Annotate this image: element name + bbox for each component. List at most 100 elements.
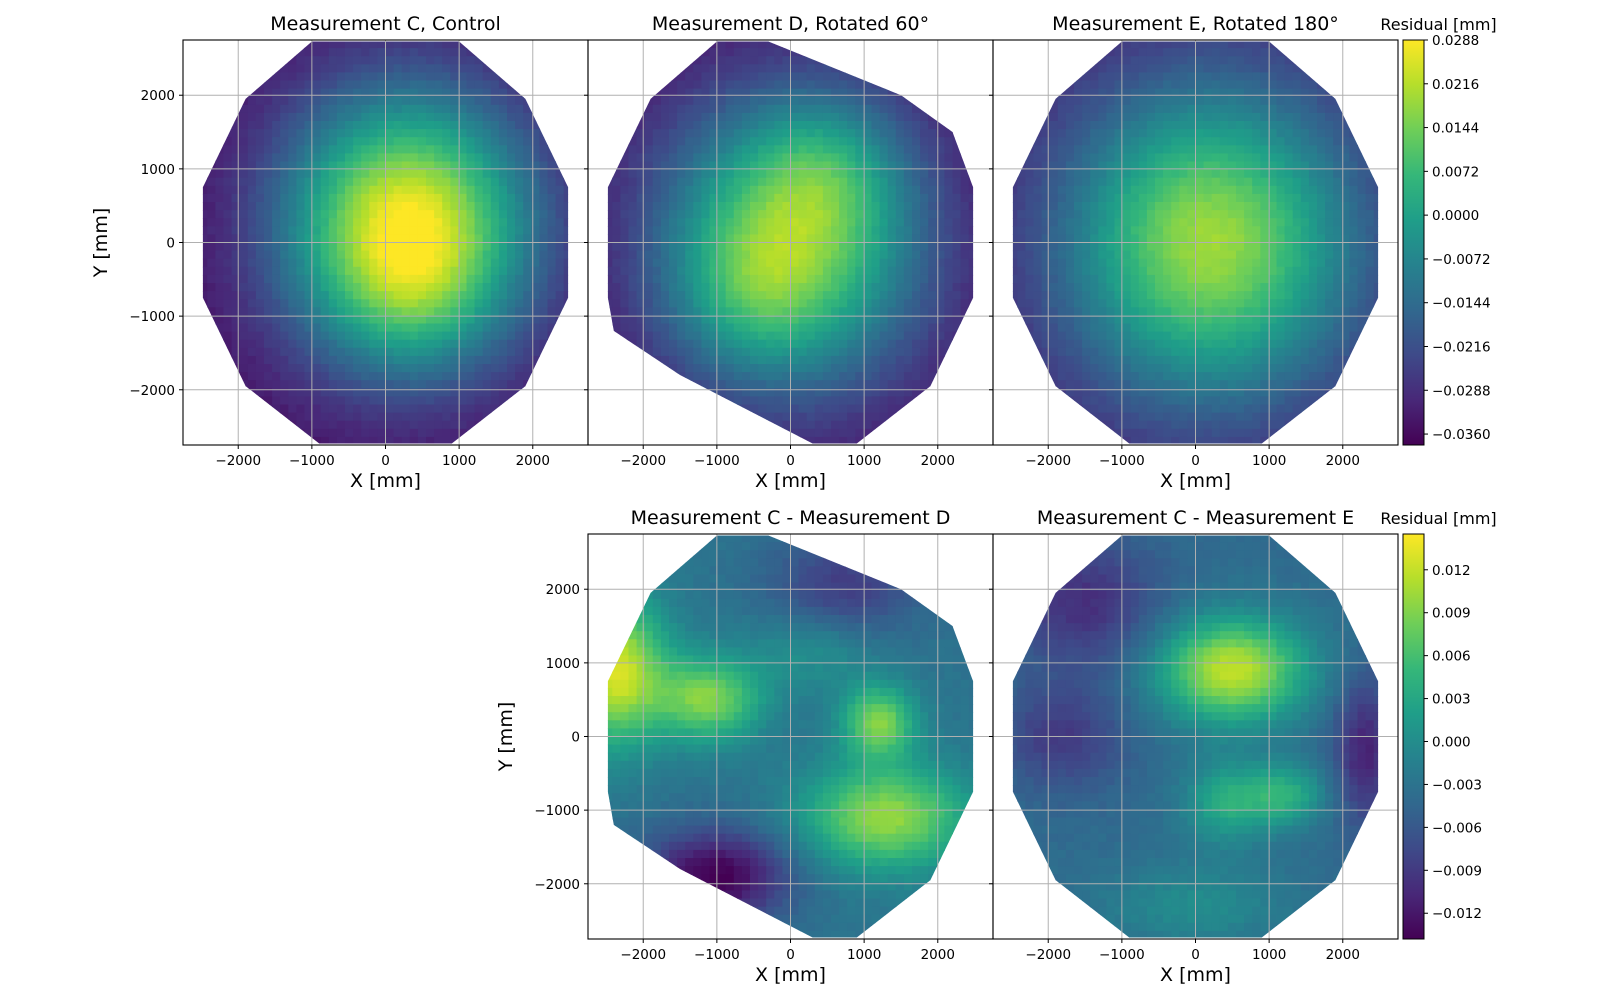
heatmap-cell: [701, 121, 711, 130]
heatmap-cell: [750, 307, 759, 316]
heatmap-cell: [968, 112, 974, 122]
heatmap-cell: [607, 96, 613, 106]
heatmap-cell: [952, 96, 962, 106]
heatmap-cell: [758, 80, 767, 90]
heatmap-cell: [223, 364, 233, 373]
heatmap-cell: [555, 258, 565, 268]
heatmap-cell: [547, 291, 557, 300]
heatmap-cell: [377, 112, 387, 122]
heatmap-cell: [264, 291, 273, 300]
heatmap-cell: [515, 41, 524, 49]
heatmap-cell: [264, 388, 273, 397]
heatmap-cell: [741, 274, 751, 284]
heatmap-cell: [766, 404, 775, 414]
heatmap-cell: [847, 283, 856, 292]
heatmap-cell: [304, 129, 314, 138]
heatmap-cell: [239, 242, 249, 252]
heatmap-cell: [660, 404, 670, 414]
heatmap-cell: [612, 331, 621, 341]
heatmap-cell: [588, 218, 597, 227]
heatmap-cell: [717, 121, 727, 130]
heatmap-cell: [790, 145, 800, 154]
heatmap-cell: [450, 250, 459, 260]
heatmap-cell: [239, 291, 249, 300]
heatmap-cell: [847, 177, 856, 187]
heatmap-cell: [960, 56, 970, 65]
heatmap-cell: [814, 161, 824, 171]
heatmap-cell: [580, 202, 589, 211]
heatmap-cell: [798, 339, 808, 349]
heatmap-cell: [977, 405, 986, 414]
heatmap-cell: [296, 96, 306, 106]
heatmap-cell: [936, 250, 945, 260]
heatmap-cell: [806, 153, 816, 163]
heatmap-cell: [741, 56, 751, 65]
heatmap-cell: [328, 104, 338, 114]
heatmap-cell: [304, 64, 314, 73]
heatmap-cell: [563, 436, 569, 444]
heatmap-cell: [814, 436, 824, 444]
heatmap-cell: [806, 355, 816, 365]
heatmap-cell: [863, 121, 873, 130]
heatmap-cell: [887, 331, 897, 341]
heatmap-cell: [207, 137, 216, 146]
heatmap-cell: [741, 129, 751, 138]
heatmap-cell: [296, 258, 306, 268]
heatmap-cell: [466, 250, 476, 260]
heatmap-cell: [434, 307, 443, 316]
heatmap-cell: [936, 129, 945, 138]
heatmap-cell: [312, 56, 322, 65]
heatmap-cell: [790, 347, 800, 357]
heatmap-cell: [831, 145, 840, 154]
heatmap-cell: [774, 436, 783, 444]
heatmap-cell: [903, 210, 913, 219]
heatmap-cell: [547, 104, 557, 114]
heatmap-cell: [903, 412, 913, 422]
heatmap-cell: [912, 177, 921, 187]
heatmap-cell: [863, 112, 873, 122]
heatmap-cell: [660, 96, 670, 106]
heatmap-cell: [490, 64, 500, 73]
heatmap-cell: [936, 315, 945, 325]
heatmap-cell: [903, 331, 913, 341]
heatmap-cell: [312, 129, 322, 138]
heatmap-cell: [296, 307, 306, 316]
heatmap-cell: [215, 242, 225, 252]
heatmap-cell: [774, 161, 783, 171]
heatmap-cell: [968, 121, 974, 130]
heatmap-cell: [628, 266, 638, 276]
heatmap-cell: [774, 242, 783, 252]
heatmap-cell: [685, 48, 694, 57]
heatmap-cell: [936, 226, 945, 235]
heatmap-cell: [523, 436, 532, 444]
heatmap-cell: [871, 177, 881, 187]
heatmap-cell: [458, 355, 468, 365]
heatmap-cell: [960, 412, 970, 422]
heatmap-cell: [685, 347, 694, 357]
heatmap-cell: [498, 355, 508, 365]
heatmap-cell: [385, 339, 395, 349]
heatmap-cell: [215, 412, 225, 422]
heatmap-cell: [345, 72, 354, 82]
heatmap-cell: [369, 283, 378, 292]
heatmap-cell: [417, 428, 427, 438]
heatmap-cell: [183, 218, 192, 227]
heatmap-cell: [839, 347, 848, 357]
heatmap-cell: [191, 429, 200, 438]
heatmap-cell: [968, 72, 974, 82]
heatmap-cell: [202, 145, 208, 154]
heatmap-cell: [393, 48, 403, 57]
heatmap-cell: [547, 307, 557, 316]
heatmap-cell: [264, 218, 273, 227]
heatmap-cell: [620, 80, 630, 90]
heatmap-cell: [255, 161, 265, 171]
heatmap-cell: [758, 250, 767, 260]
heatmap-cell: [458, 218, 468, 227]
heatmap-cell: [409, 145, 419, 154]
heatmap-cell: [239, 364, 249, 373]
heatmap-cell: [660, 420, 670, 430]
heatmap-cell: [733, 355, 743, 365]
heatmap-cell: [879, 226, 889, 235]
heatmap-cell: [607, 72, 613, 82]
heatmap-cell: [296, 364, 306, 373]
